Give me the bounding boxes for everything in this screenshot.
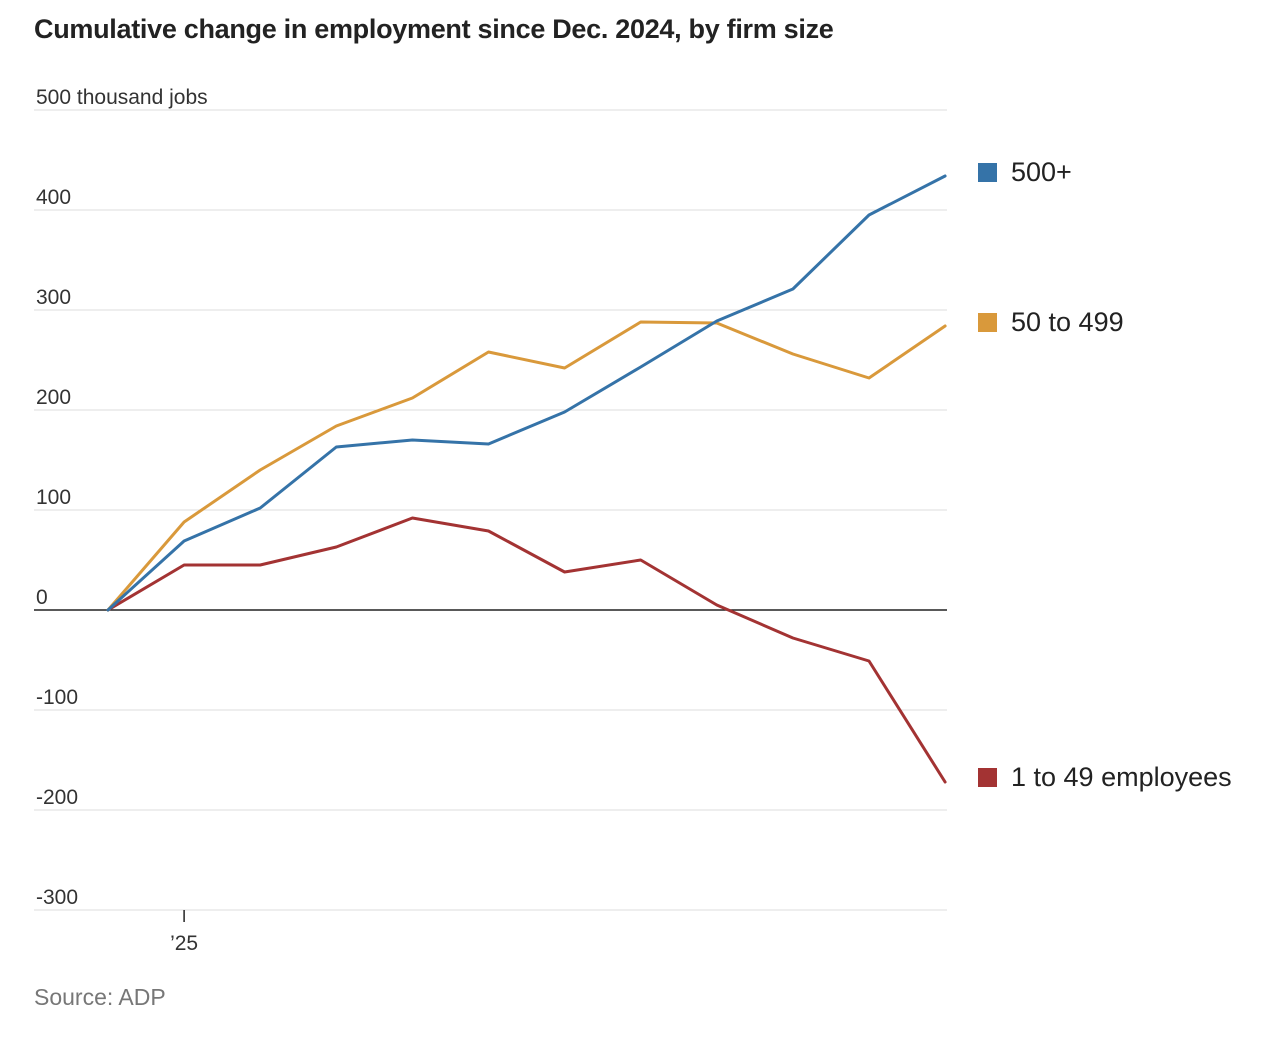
series-lines [106, 174, 947, 784]
legend-label: 1 to 49 employees [1011, 762, 1232, 792]
legend-label: 50 to 499 [1011, 307, 1124, 337]
series-line-50-to-499 [106, 320, 947, 612]
gridlines [34, 109, 947, 911]
legend-label: 500+ [1011, 157, 1072, 187]
series-line-1-to-49-employees [106, 516, 947, 784]
y-tick-label: 0 [36, 586, 48, 609]
x-axis-ticks: ’25 [170, 910, 198, 955]
legend-swatch [978, 313, 997, 332]
x-tick-label: ’25 [170, 932, 198, 955]
y-tick-label: 100 [36, 486, 71, 509]
chart-title: Cumulative change in employment since De… [34, 14, 834, 44]
legend: 500+ 50 to 499 1 to 49 employees [978, 157, 1232, 792]
series-line-500 [106, 174, 947, 612]
y-tick-label: -100 [36, 686, 78, 709]
y-axis-label: 500 thousand jobs [36, 86, 208, 109]
y-tick-label: 200 [36, 386, 71, 409]
legend-swatch [978, 163, 997, 182]
source-note: Source: ADP [34, 984, 166, 1010]
y-tick-label: 300 [36, 286, 71, 309]
y-tick-label: -200 [36, 786, 78, 809]
legend-swatch [978, 768, 997, 787]
y-tick-label: -300 [36, 886, 78, 909]
y-tick-label: 400 [36, 186, 71, 209]
y-axis-ticks: 500 thousand jobs 400 300 200 100 0 -100 -200 -3… [36, 86, 208, 909]
